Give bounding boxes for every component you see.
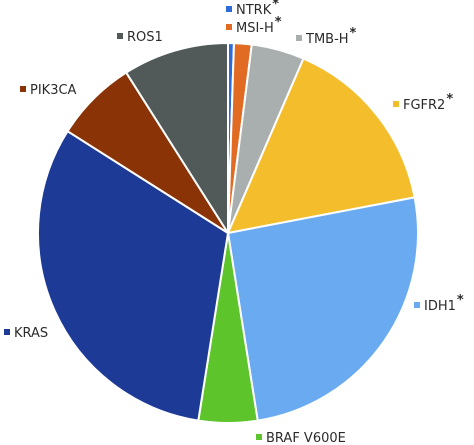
asterisk-mark: *	[275, 15, 282, 30]
pie-labels: NTRK *MSI-H *TMB-H *FGFR2 *IDH1 *BRAF V600EKR…	[4, 0, 464, 445]
slice-label-tmb-h: TMB-H *	[296, 26, 357, 47]
slice-label-text: ROS1	[127, 30, 163, 45]
pie-slice-ros1	[124, 41, 229, 237]
slice-label-text: KRAS	[14, 326, 48, 341]
slice-label-ntrk: NTRK *	[226, 0, 279, 18]
legend-swatch-braf-v600e	[256, 434, 262, 440]
slice-label-braf-v600e: BRAF V600E	[256, 431, 346, 445]
pie-slice-fgfr2	[226, 57, 416, 235]
slice-label-text: BRAF V600E	[266, 431, 346, 445]
legend-swatch-tmb-h	[296, 35, 302, 41]
asterisk-mark: *	[457, 293, 464, 308]
legend-swatch-idh1	[414, 302, 420, 308]
slice-label-kras: KRAS	[4, 326, 48, 341]
slice-label-fgfr2: FGFR2 *	[393, 92, 453, 113]
legend-swatch-ros1	[117, 33, 123, 39]
asterisk-mark: *	[446, 92, 453, 107]
slice-label-text: NTRK	[236, 3, 272, 18]
legend-swatch-ntrk	[226, 6, 232, 12]
slice-label-ros1: ROS1	[117, 30, 163, 45]
slice-label-pik3ca: PIK3CA	[20, 83, 77, 98]
asterisk-mark: *	[272, 0, 279, 12]
legend-swatch-msi-h	[226, 24, 232, 30]
legend-swatch-pik3ca	[20, 86, 26, 92]
slice-label-text: IDH1	[424, 299, 456, 314]
asterisk-mark: *	[350, 26, 357, 41]
slice-label-msi-h: MSI-H *	[226, 15, 282, 36]
slice-label-text: MSI-H	[236, 21, 274, 36]
slice-label-idh1: IDH1 *	[414, 293, 464, 314]
slice-label-text: TMB-H	[305, 32, 349, 47]
slice-label-text: PIK3CA	[30, 83, 77, 98]
pie-slice-idh1	[226, 196, 419, 422]
pie-slices	[37, 41, 419, 424]
legend-swatch-fgfr2	[393, 101, 399, 107]
legend-swatch-kras	[4, 329, 10, 335]
slice-label-text: FGFR2	[403, 98, 445, 113]
